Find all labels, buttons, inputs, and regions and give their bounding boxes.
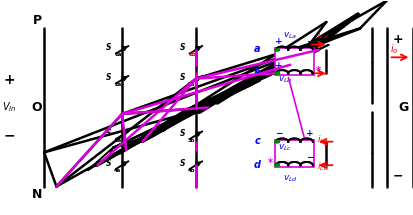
- Text: −: −: [275, 129, 282, 138]
- Text: 1a: 1a: [114, 52, 121, 57]
- Text: $v_{Lc}$: $v_{Lc}$: [277, 143, 292, 153]
- Text: $i_{Lc}$: $i_{Lc}$: [316, 134, 328, 146]
- Circle shape: [274, 164, 279, 166]
- Polygon shape: [195, 77, 200, 81]
- Polygon shape: [121, 47, 126, 51]
- Text: 3b: 3b: [188, 138, 195, 143]
- Text: b: b: [253, 68, 260, 78]
- Circle shape: [274, 49, 279, 51]
- Text: 4b: 4b: [188, 168, 195, 173]
- Circle shape: [274, 140, 279, 143]
- Text: N: N: [32, 188, 42, 201]
- Polygon shape: [195, 132, 200, 136]
- Text: 3a: 3a: [114, 138, 121, 143]
- Text: +: +: [275, 61, 282, 70]
- Text: a: a: [253, 45, 260, 54]
- Text: S: S: [106, 129, 112, 138]
- Text: $i_{Ld}$: $i_{Ld}$: [316, 161, 328, 173]
- Text: 2a: 2a: [114, 82, 121, 87]
- Text: G: G: [397, 101, 407, 114]
- Text: +: +: [305, 129, 313, 138]
- Text: *: *: [316, 66, 320, 76]
- Text: S: S: [106, 43, 112, 52]
- Text: c: c: [254, 136, 260, 146]
- Text: 2b: 2b: [188, 82, 195, 87]
- Text: S: S: [180, 158, 185, 167]
- Text: S: S: [180, 43, 185, 52]
- Text: −: −: [3, 128, 15, 142]
- Text: −: −: [392, 169, 402, 182]
- FancyBboxPatch shape: [274, 140, 313, 167]
- Text: +: +: [275, 37, 282, 46]
- Text: 1b: 1b: [188, 52, 195, 57]
- Polygon shape: [195, 47, 200, 51]
- Text: S: S: [106, 73, 112, 82]
- Text: $i_{Lb}$: $i_{Lb}$: [316, 65, 328, 78]
- Text: O: O: [31, 101, 42, 114]
- Text: −: −: [305, 37, 313, 46]
- Text: S: S: [180, 73, 185, 82]
- Text: S: S: [106, 158, 112, 167]
- Circle shape: [274, 72, 279, 75]
- Text: $v_{La}$: $v_{La}$: [282, 31, 297, 41]
- FancyBboxPatch shape: [274, 48, 313, 75]
- Text: P: P: [33, 14, 42, 27]
- Text: $i_o$: $i_o$: [389, 42, 397, 56]
- Polygon shape: [121, 77, 126, 81]
- Polygon shape: [121, 162, 126, 166]
- Polygon shape: [195, 162, 200, 166]
- Text: $i_{La}$: $i_{La}$: [316, 29, 328, 41]
- Text: +: +: [392, 33, 402, 46]
- Text: 4a: 4a: [114, 168, 121, 173]
- Text: S: S: [180, 129, 185, 138]
- Text: $v_{Lb}$: $v_{Lb}$: [277, 74, 292, 85]
- Text: −: −: [305, 153, 313, 162]
- Text: $V_{In}$: $V_{In}$: [2, 101, 17, 114]
- Text: $v_{Ld}$: $v_{Ld}$: [282, 173, 297, 184]
- Text: +: +: [3, 73, 15, 87]
- Text: d: d: [253, 160, 260, 170]
- Polygon shape: [121, 132, 126, 136]
- Text: *: *: [267, 158, 272, 168]
